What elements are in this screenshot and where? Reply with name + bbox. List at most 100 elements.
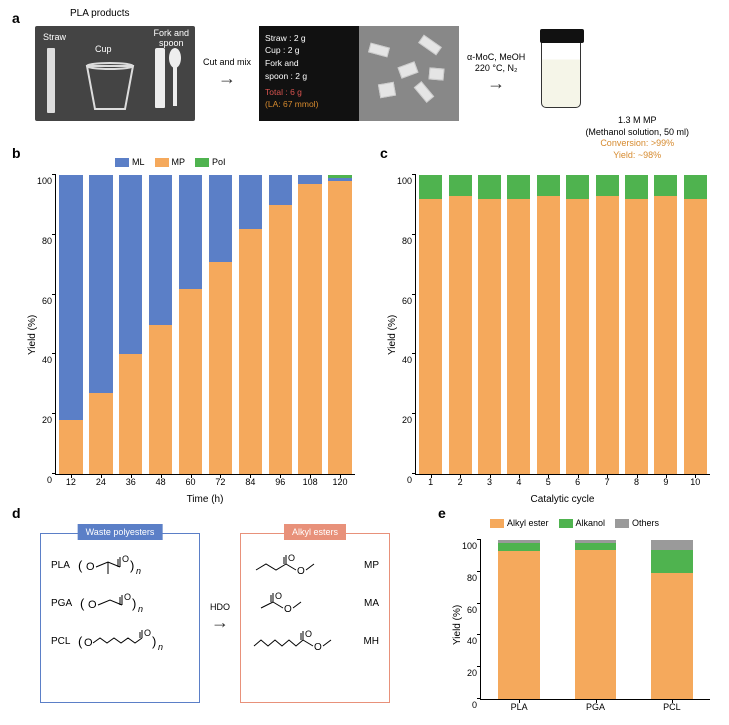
ytick: 100 (37, 176, 56, 186)
svg-text:): ) (132, 596, 136, 611)
ytick: 60 (402, 296, 416, 306)
polymer-label: PGA (51, 598, 72, 609)
pga-structure-icon: (OO)n (80, 590, 170, 618)
ytick: 80 (402, 236, 416, 246)
chart-e: Alkyl esterAlkanolOthers 020406080100PLA… (480, 540, 710, 700)
waste-title: Waste polyesters (78, 524, 163, 540)
arrow-2-label-2: 220 °C, N₂ (467, 63, 525, 74)
ytick: 0 (47, 475, 56, 485)
mix-photo (359, 26, 459, 121)
bar (59, 175, 82, 474)
arrow-icon: → (210, 612, 230, 633)
mh-structure-icon: OO (251, 628, 341, 656)
mix-line-total: Total : 6 g (265, 86, 353, 99)
mix-line: Cup : 2 g (265, 44, 353, 57)
bar (654, 175, 677, 474)
hdo-arrow: HDO → (210, 602, 230, 634)
pla-structure-icon: (OO)n (78, 552, 168, 580)
mix-line: Fork and spoon : 2 g (265, 57, 353, 83)
mix-line: Straw : 2 g (265, 32, 353, 45)
svg-text:O: O (288, 553, 295, 563)
bar (575, 540, 617, 699)
bar (478, 175, 501, 474)
panel-label-c: c (380, 145, 388, 161)
products-photo: Straw Cup Fork and spoon (35, 26, 195, 121)
svg-text:O: O (88, 599, 97, 611)
svg-text:n: n (136, 566, 141, 576)
svg-text:(: ( (78, 558, 83, 573)
chart-e-area: 020406080100PLAPGAPCL (480, 540, 710, 700)
polymer-row: PLA (OO)n (51, 552, 189, 580)
ytick: 20 (467, 668, 481, 678)
vial-photo (533, 26, 588, 121)
arrow-2-group: α-MoC, MeOH 220 °C, N₂ → (467, 52, 525, 95)
bar (625, 175, 648, 474)
svg-text:O: O (144, 628, 151, 638)
hdo-label: HDO (210, 602, 230, 613)
svg-text:): ) (130, 558, 134, 573)
bar (179, 175, 202, 474)
legend-item: MP (155, 157, 186, 167)
polymer-label: PLA (51, 560, 70, 571)
legend-item: PoI (195, 157, 226, 167)
legend-item: ML (115, 157, 145, 167)
ytick: 0 (472, 700, 481, 710)
vial-caption-1: 1.3 M MP (585, 115, 689, 127)
label-fork-spoon: Fork and spoon (153, 28, 189, 48)
svg-text:O: O (297, 566, 305, 577)
svg-text:O: O (86, 561, 95, 573)
ytick: 40 (467, 636, 481, 646)
panel-label-d: d (12, 505, 21, 521)
straw-icon (47, 48, 55, 113)
arrow-icon: → (203, 68, 251, 89)
bar (209, 175, 232, 474)
bar (449, 175, 472, 474)
bar (684, 175, 707, 474)
legend-e: Alkyl esterAlkanolOthers (490, 518, 659, 528)
figure-root: a b c d e PLA products Straw Cup Fork an… (0, 0, 729, 725)
panel-label-a: a (12, 10, 20, 26)
bar (119, 175, 142, 474)
polymer-row: PGA (OO)n (51, 590, 189, 618)
svg-text:(: ( (78, 634, 83, 649)
bar (89, 175, 112, 474)
panel-d: Waste polyesters PLA (OO)n PGA (OO)n PCL… (40, 520, 420, 715)
chart-c-area: 02040608010012345678910 (415, 175, 710, 475)
svg-text:): ) (152, 634, 156, 649)
svg-text:O: O (275, 591, 282, 601)
bar (328, 175, 351, 474)
mix-box: Straw : 2 g Cup : 2 g Fork and spoon : 2… (259, 26, 459, 121)
polymer-row: PCL (OO)n (51, 628, 189, 656)
cup-icon (85, 61, 135, 111)
bar (498, 540, 540, 699)
legend-item: Alkyl ester (490, 518, 549, 528)
xlabel-b: Time (h) (55, 494, 355, 505)
chart-b: MLMPPoI 02040608010012243648607284961081… (55, 175, 355, 475)
label-cup: Cup (95, 44, 112, 54)
chart-b-area: 0204060801001224364860728496108120 (55, 175, 355, 475)
mix-text: Straw : 2 g Cup : 2 g Fork and spoon : 2… (259, 26, 359, 121)
ester-title: Alkyl esters (284, 524, 346, 540)
mp-structure-icon: OO (251, 552, 321, 580)
ytick: 60 (42, 296, 56, 306)
alkyl-esters-box: Alkyl esters OO MP OO MA OO MH (240, 533, 390, 703)
waste-polyesters-box: Waste polyesters PLA (OO)n PGA (OO)n PCL… (40, 533, 200, 703)
ytick: 0 (407, 475, 416, 485)
svg-text:O: O (124, 592, 131, 602)
ytick: 100 (462, 541, 481, 551)
yield-text: Yield: ~98% (585, 150, 689, 162)
bar (651, 540, 693, 699)
vial-captions: 1.3 M MP (Methanol solution, 50 ml) Conv… (585, 115, 689, 162)
ylabel-b: Yield (%) (27, 315, 38, 355)
svg-text:(: ( (80, 596, 85, 611)
product-label: MH (363, 636, 379, 647)
vial-group (533, 26, 588, 121)
mix-line-la: (LA: 67 mmol) (265, 98, 353, 111)
arrow-1-label: Cut and mix (203, 57, 251, 68)
legend-item: Alkanol (559, 518, 606, 528)
ytick: 40 (42, 355, 56, 365)
panel-a: Straw Cup Fork and spoon Cut and mix → S… (35, 18, 715, 128)
product-row: OO MP (251, 552, 379, 580)
ylabel-c: Yield (%) (387, 315, 398, 355)
product-label: MP (364, 560, 379, 571)
